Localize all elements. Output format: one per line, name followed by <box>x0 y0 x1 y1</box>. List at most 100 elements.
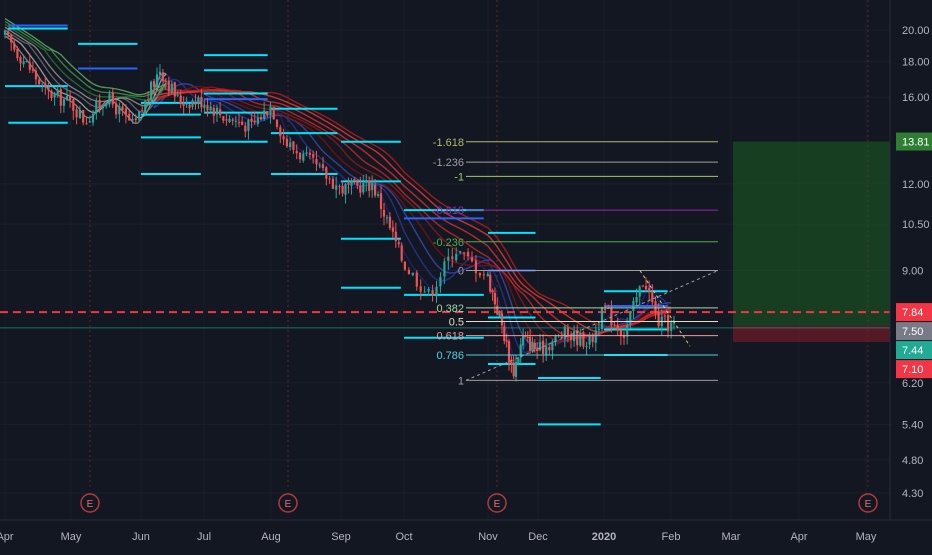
candle-body <box>188 104 191 109</box>
candle-body <box>478 272 481 276</box>
candle-body <box>85 123 88 125</box>
candle-body <box>350 180 353 186</box>
ma-line <box>153 88 672 329</box>
candle-body <box>400 245 403 261</box>
candle-body <box>447 256 450 261</box>
candle-body <box>391 227 394 232</box>
candle-body <box>670 322 673 331</box>
candle-body <box>170 83 173 93</box>
horizontal-levels <box>0 24 890 426</box>
candle-body <box>328 178 331 180</box>
fib-level-label: 0.786 <box>436 350 464 362</box>
candle-body <box>259 117 263 120</box>
candle-body <box>341 186 344 194</box>
candle-body <box>98 100 101 108</box>
candle-body <box>585 346 588 348</box>
candle-body <box>179 95 182 105</box>
candle-body <box>101 104 104 109</box>
position-zones <box>733 141 890 342</box>
y-tick-label: 12.00 <box>902 179 930 191</box>
candle-body <box>470 257 474 262</box>
candle-body <box>403 261 406 270</box>
candle-body <box>41 84 44 86</box>
candle-body <box>47 87 50 91</box>
candle-body <box>88 121 91 123</box>
candle-body <box>356 181 359 186</box>
earnings-label: E <box>865 499 872 510</box>
candle-body <box>289 142 292 148</box>
candle-body <box>394 231 397 242</box>
candle-body <box>482 274 485 276</box>
earnings-circle <box>487 493 507 513</box>
candle-body <box>302 153 305 161</box>
candle-body <box>331 178 334 189</box>
candle-body <box>105 104 108 107</box>
candle-body <box>279 127 282 137</box>
candle-body <box>385 217 389 219</box>
candle-body <box>377 194 380 196</box>
candle-body <box>298 152 302 160</box>
candle-body <box>247 119 250 131</box>
candle-body <box>78 109 81 119</box>
candle-body <box>407 269 410 275</box>
loss-zone <box>733 325 890 342</box>
candle-body <box>22 61 25 65</box>
fib-level-label: 1 <box>458 375 464 387</box>
candle-body <box>573 331 576 342</box>
candle-body <box>667 315 670 332</box>
candle-body <box>463 252 466 254</box>
candle-body <box>435 286 438 296</box>
candle-body <box>147 99 150 101</box>
candle-body <box>496 305 499 315</box>
candle-body <box>53 93 56 98</box>
candle-body <box>158 71 162 75</box>
candle-body <box>318 164 321 166</box>
ma-line-early <box>4 17 167 96</box>
candle-body <box>604 308 607 310</box>
fib-level-label: -0.618 <box>433 205 464 217</box>
candle-body <box>185 103 188 105</box>
candle-body <box>459 251 462 253</box>
candle-body <box>493 293 496 305</box>
candle-body <box>200 96 203 108</box>
candle-body <box>50 90 53 98</box>
price-tag-bg <box>896 360 932 379</box>
candle-body <box>638 286 641 297</box>
candle-body <box>250 118 253 122</box>
candle-body <box>415 272 418 287</box>
fib-level-label: 0 <box>458 266 464 278</box>
candle-body <box>514 361 518 377</box>
candle-body <box>419 286 422 292</box>
candle-body <box>569 335 573 340</box>
price-tag: 7.84 <box>896 303 932 322</box>
candle-body <box>161 72 164 81</box>
candle-body <box>121 106 124 110</box>
earnings-label: E <box>285 499 292 510</box>
candle-body <box>237 122 241 124</box>
candle-body <box>263 110 266 120</box>
candle-body <box>225 119 228 121</box>
candle-body <box>622 335 626 338</box>
candle-body <box>155 74 159 88</box>
candle-body <box>215 108 219 115</box>
candle-body <box>423 291 426 293</box>
candle-body <box>536 348 539 352</box>
candle-body <box>234 120 237 122</box>
candle-body <box>431 290 434 296</box>
candle-body <box>72 99 75 111</box>
price-tag: 7.10 <box>896 360 932 379</box>
candle-body <box>124 108 127 115</box>
y-tick-label: 10.50 <box>902 219 930 231</box>
candle-body <box>486 273 489 277</box>
ma-line-early <box>4 29 167 113</box>
price-tag: 7.50 <box>896 322 932 341</box>
candle-body <box>219 109 222 116</box>
x-tick-label: May <box>61 531 82 543</box>
y-tick-label: 4.30 <box>902 488 923 500</box>
candle-body <box>222 116 225 121</box>
candle-body <box>613 324 616 326</box>
x-tick-label: Mar <box>722 531 741 543</box>
candle-body <box>118 106 121 114</box>
